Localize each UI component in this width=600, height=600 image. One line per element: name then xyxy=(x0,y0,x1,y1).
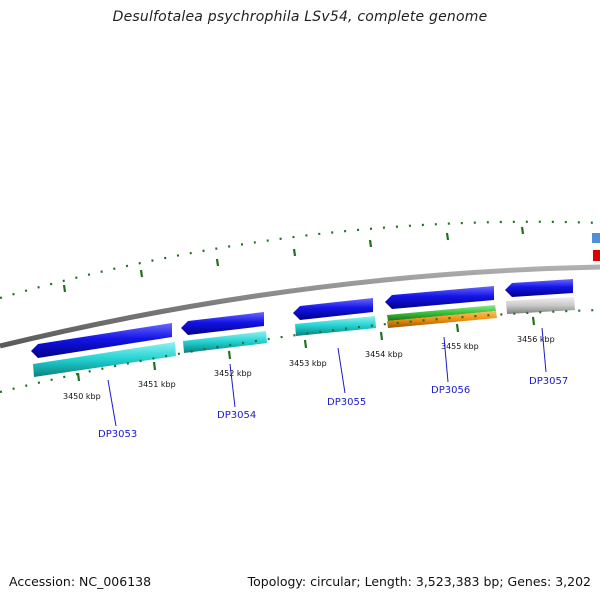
leader-dp3057 xyxy=(541,327,547,373)
band-cyan-dp3054 xyxy=(183,331,267,353)
scale-labels: 3450 kbp 3451 kbp 3452 kbp 3453 kbp 3454… xyxy=(63,335,555,401)
map-title: Desulfotalea psychrophila LSv54, complet… xyxy=(112,9,488,25)
leader-dp3054 xyxy=(229,363,236,408)
scale-label: 3451 kbp xyxy=(138,380,176,389)
gene-label[interactable]: DP3054 xyxy=(217,410,256,421)
inner-major-tick xyxy=(303,339,308,349)
inner-major-tick xyxy=(227,350,232,360)
outer-scale-arc xyxy=(0,220,600,300)
inner-major-tick xyxy=(76,372,81,382)
edge-feature-red xyxy=(593,250,600,261)
gene-leaders xyxy=(107,327,547,427)
scale-label: 3456 kbp xyxy=(517,335,555,344)
gene-label[interactable]: DP3055 xyxy=(327,397,366,408)
genome-backbone xyxy=(0,264,600,349)
band-green-dp3056 xyxy=(387,305,496,321)
accession-text: Accession: NC_006138 xyxy=(9,574,152,589)
genome-summary-text: Topology: circular; Length: 3,523,383 bp… xyxy=(247,574,591,589)
outer-major-tick xyxy=(139,269,144,278)
scale-label: 3450 kbp xyxy=(63,392,101,401)
outer-major-tick xyxy=(520,226,525,235)
band-gray-dp3057 xyxy=(506,297,575,314)
outer-major-tick xyxy=(445,232,450,241)
gene-arrow-dp3053 xyxy=(31,323,172,358)
scale-label: 3455 kbp xyxy=(441,342,479,351)
scale-label: 3452 kbp xyxy=(214,369,252,378)
leader-dp3053 xyxy=(107,379,117,427)
gene-label[interactable]: DP3053 xyxy=(98,429,137,440)
gene-arrows xyxy=(31,279,573,358)
gene-arrow-dp3057 xyxy=(505,279,573,297)
leader-dp3055 xyxy=(337,347,346,394)
inner-major-tick xyxy=(379,331,384,341)
scale-label: 3454 kbp xyxy=(365,350,403,359)
outer-major-tick xyxy=(215,258,220,267)
feature-bands xyxy=(33,297,575,377)
inner-major-tick xyxy=(455,323,460,333)
band-orange-dp3056 xyxy=(387,311,497,328)
scale-label: 3453 kbp xyxy=(289,359,327,368)
inner-major-tick xyxy=(152,361,157,371)
gene-labels: DP3053 DP3054 DP3055 DP3056 DP3057 xyxy=(98,376,568,440)
leader-dp3056 xyxy=(443,336,449,383)
edge-feature-blue xyxy=(592,233,600,243)
inner-scale-arc xyxy=(0,308,600,394)
outer-major-tick xyxy=(292,248,297,257)
outer-major-tick xyxy=(368,239,373,248)
inner-major-tick xyxy=(531,316,536,326)
gene-arrow-dp3055 xyxy=(293,298,373,320)
gene-arrow-dp3054 xyxy=(181,312,264,335)
gene-label[interactable]: DP3056 xyxy=(431,385,470,396)
gene-arrow-dp3056 xyxy=(385,286,494,309)
inner-arc-dots xyxy=(0,308,600,394)
outer-major-tick xyxy=(62,284,67,293)
band-cyan-dp3053 xyxy=(33,342,176,377)
band-cyan-dp3055 xyxy=(295,316,376,336)
gene-label[interactable]: DP3057 xyxy=(529,376,568,387)
